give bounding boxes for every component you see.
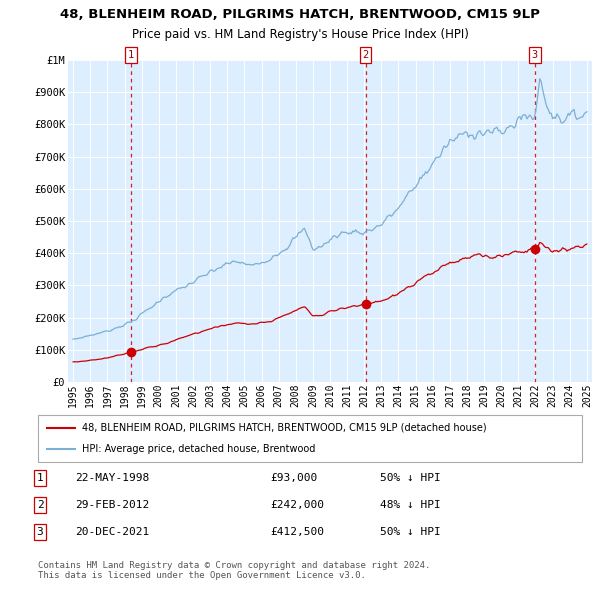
Text: 2: 2 <box>362 50 369 60</box>
Text: 3: 3 <box>37 527 43 537</box>
Text: 48% ↓ HPI: 48% ↓ HPI <box>380 500 441 510</box>
Text: HPI: Average price, detached house, Brentwood: HPI: Average price, detached house, Bren… <box>82 444 315 454</box>
Text: 50% ↓ HPI: 50% ↓ HPI <box>380 473 441 483</box>
Text: 1: 1 <box>128 50 134 60</box>
Text: 20-DEC-2021: 20-DEC-2021 <box>75 527 149 537</box>
Text: 48, BLENHEIM ROAD, PILGRIMS HATCH, BRENTWOOD, CM15 9LP: 48, BLENHEIM ROAD, PILGRIMS HATCH, BRENT… <box>60 8 540 21</box>
Text: £93,000: £93,000 <box>270 473 317 483</box>
Text: £412,500: £412,500 <box>270 527 324 537</box>
Text: Price paid vs. HM Land Registry's House Price Index (HPI): Price paid vs. HM Land Registry's House … <box>131 28 469 41</box>
Text: 22-MAY-1998: 22-MAY-1998 <box>75 473 149 483</box>
Text: 29-FEB-2012: 29-FEB-2012 <box>75 500 149 510</box>
Text: 1: 1 <box>37 473 43 483</box>
Text: 48, BLENHEIM ROAD, PILGRIMS HATCH, BRENTWOOD, CM15 9LP (detached house): 48, BLENHEIM ROAD, PILGRIMS HATCH, BRENT… <box>82 422 486 432</box>
Text: 2: 2 <box>37 500 43 510</box>
Text: £242,000: £242,000 <box>270 500 324 510</box>
Text: 3: 3 <box>532 50 538 60</box>
Text: 50% ↓ HPI: 50% ↓ HPI <box>380 527 441 537</box>
Text: Contains HM Land Registry data © Crown copyright and database right 2024.
This d: Contains HM Land Registry data © Crown c… <box>38 560 430 580</box>
